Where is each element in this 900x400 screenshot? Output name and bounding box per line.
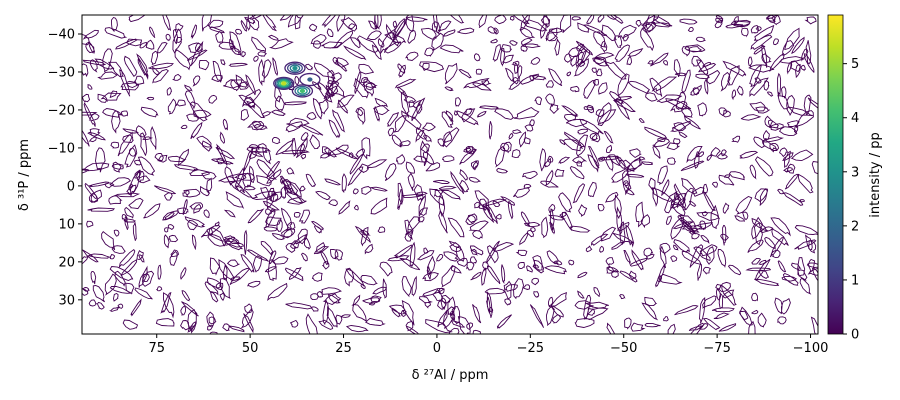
x-axis: 75 50 25 0 −25 −50 −75 −100 [148,334,828,356]
colorbar-tick-label: 2 [851,219,859,234]
plot-frame [81,14,819,335]
peak-contour-level [291,84,314,98]
x-tick-label: −50 [610,341,637,356]
peak [291,84,314,98]
noise-contours [82,15,818,334]
peak-contour-level [273,76,295,91]
y-axis: −40 −30 −20 −10 0 10 20 30 [48,27,82,308]
peak-contour-level [284,61,306,75]
peak [273,76,295,91]
peak-contour-level [281,81,287,86]
peak-contours [273,61,321,98]
x-tick-label: 75 [148,341,165,356]
x-tick-label: 25 [335,341,352,356]
peak-contour-level [307,77,313,82]
colorbar-ticks: 0 1 2 3 4 5 [843,57,859,343]
y-tick-label: −40 [48,27,75,42]
y-tick-label: 20 [58,255,75,270]
colorbar-label: intensity / pp [868,132,883,218]
peak-contour-level [292,66,298,71]
x-tick-label: −100 [793,341,829,356]
y-tick-label: 0 [67,179,75,194]
x-tick-label: 50 [242,341,259,356]
peak-contour-level [274,77,293,90]
y-tick-label: 30 [58,293,75,308]
peak-contour-level [277,79,290,88]
peak-contour-level [279,80,288,87]
colorbar: 0 1 2 3 4 5 intensity / pp [827,14,883,343]
peak-contour-level [289,64,301,72]
peak-contour-level [299,72,321,87]
y-tick-label: −20 [48,103,75,118]
colorbar-tick-label: 1 [851,273,859,288]
peak [284,61,306,75]
colorbar-tick-label: 0 [851,328,859,343]
peak-contour-level [294,85,311,97]
colorbar-gradient [827,14,844,335]
x-tick-label: 0 [433,341,441,356]
x-tick-label: −75 [703,341,730,356]
peak [299,72,321,87]
x-tick-label: −25 [517,341,544,356]
colorbar-tick-label: 5 [851,57,859,72]
peak-contour-level [297,87,308,95]
x-axis-label: δ ²⁷Al / ppm [412,368,489,383]
y-axis-label: δ ³¹P / ppm [17,139,32,211]
colorbar-tick-label: 3 [851,165,859,180]
y-tick-label: 10 [58,217,75,232]
peak-contour-level [299,88,306,94]
noise-contour-lines [82,15,818,334]
y-tick-label: −10 [48,141,75,156]
peak-contour-level [276,78,292,89]
plot-area [81,14,819,335]
peak-contour-level [286,63,303,74]
colorbar-tick-label: 4 [851,111,859,126]
plot-background [82,15,818,334]
y-tick-label: −30 [48,65,75,80]
